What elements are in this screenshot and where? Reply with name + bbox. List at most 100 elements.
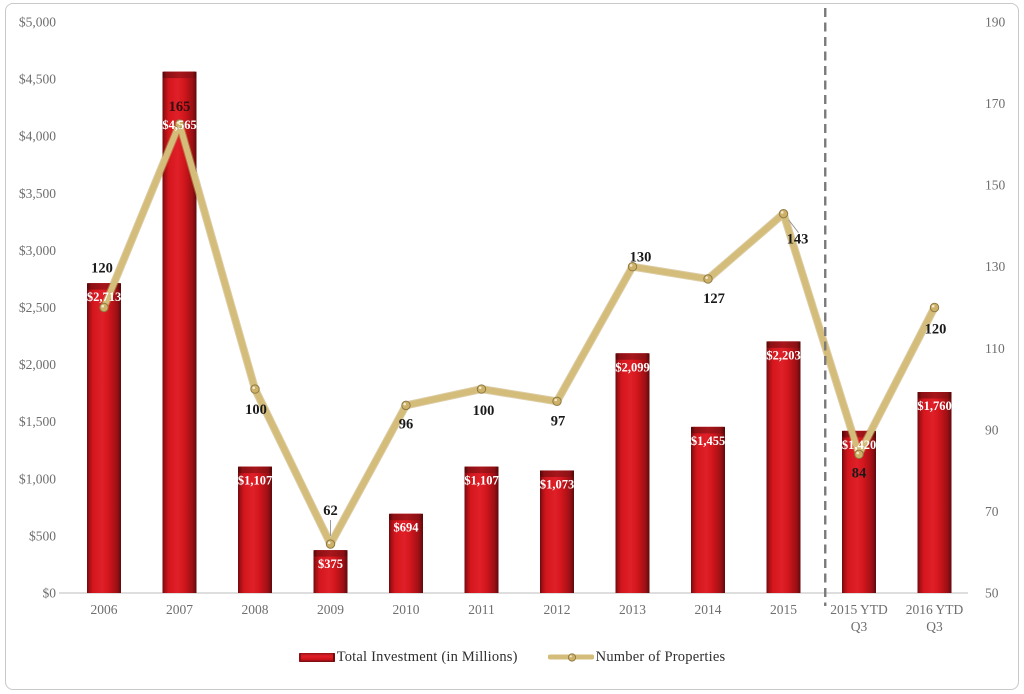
line-marker-highlight [931, 304, 935, 308]
label-leader-line [788, 219, 799, 233]
right-axis-tick-label: 150 [985, 178, 1006, 193]
bar-value-label: $4,565 [162, 118, 196, 132]
left-axis-tick-label: $2,000 [19, 357, 56, 372]
right-axis-tick-label: 70 [985, 504, 999, 519]
point-value-label: 96 [399, 416, 414, 432]
point-value-label: 120 [91, 261, 113, 277]
point-value-label: 120 [925, 322, 947, 338]
left-axis-tick-label: $0 [43, 586, 57, 601]
left-axis-tick-label: $4,500 [19, 72, 56, 87]
bar-cap [766, 341, 801, 348]
bar-cap [917, 392, 952, 399]
point-value-label: 62 [323, 503, 338, 519]
line-marker-2010 [401, 400, 411, 411]
left-axis-tick-label: $1,000 [19, 471, 56, 486]
line-marker-highlight [554, 398, 557, 402]
legend-item-total-investment: Total Investment (in Millions) [298, 648, 518, 666]
chart-legend: Total Investment (in Millions) Number of… [0, 645, 1024, 669]
line-marker-highlight [252, 386, 255, 390]
bar-value-label: $2,713 [87, 290, 121, 304]
right-axis-tick-label: 90 [985, 422, 999, 437]
right-axis-tick-label: 110 [985, 341, 1005, 356]
bar-series-layer [87, 71, 952, 593]
point-value-label: 100 [245, 402, 267, 418]
bar-cap [540, 470, 574, 477]
line-marker-2016 YTD [929, 302, 940, 313]
left-axis-tick-label: $3,500 [19, 186, 56, 201]
line-series-layer [99, 119, 940, 549]
properties-line-shadow [100, 119, 939, 549]
point-value-label: 130 [630, 250, 652, 266]
right-axis-tick-label: 50 [985, 586, 999, 601]
line-marker-highlight [403, 402, 407, 406]
left-axis-tick-label: $2,500 [19, 300, 56, 315]
left-axis-tick-label: $1,500 [19, 414, 56, 429]
bar-2010 [389, 513, 423, 593]
category-label: 2009 [317, 602, 344, 617]
left-axis-tick-label: $4,000 [19, 129, 56, 144]
category-label: 2013 [619, 602, 646, 617]
bar-value-label: $1,455 [691, 434, 725, 448]
bar-value-label: $2,203 [766, 348, 800, 362]
point-value-label: 165 [169, 99, 191, 115]
bar-cap [162, 71, 197, 79]
line-marker-highlight [856, 451, 859, 455]
line-marker-2009 [325, 539, 336, 549]
left-axis-tick-label: $500 [29, 528, 56, 543]
line-marker-highlight [629, 264, 633, 267]
bar-value-label: $2,099 [615, 360, 649, 374]
line-marker-highlight [327, 541, 331, 545]
data-labels-layer: $2,713 $4,565 $1,107 $375 $694 $1,107 $1,073 $2… [87, 99, 952, 571]
bar-2012 [540, 470, 574, 593]
left-axis-tick-label: $5,000 [19, 15, 56, 30]
bar-cap [313, 550, 348, 557]
category-label: 2015 YTD [830, 602, 888, 617]
bar-value-label: $375 [318, 557, 343, 571]
category-label: 2011 [468, 602, 495, 617]
right-axis-tick-label: 190 [985, 15, 1006, 30]
category-label: 2006 [91, 602, 118, 617]
bar-2006 [87, 283, 121, 593]
axes-layer: $0 $500 $1,000 $1,500 $2,000 $2,500 $3,000 $3,5… [19, 15, 1006, 635]
line-marker-highlight [176, 121, 180, 124]
bar-2011 [464, 466, 499, 593]
bar-cap [464, 466, 499, 474]
line-marker-2014 [703, 274, 713, 284]
point-value-label: 100 [473, 403, 495, 419]
legend-item-number-of-properties: Number of Properties [547, 648, 726, 666]
bar-cap [691, 426, 725, 434]
right-axis-tick-label: 130 [985, 259, 1006, 274]
bar-2008 [238, 466, 272, 593]
bar-value-label: $694 [394, 521, 420, 535]
bar-2009 [313, 550, 348, 593]
bar-value-label: $1,420 [842, 438, 876, 452]
line-marker-2012 [552, 396, 562, 407]
legend-label-number-of-properties: Number of Properties [595, 648, 726, 665]
left-axis-tick-label: $3,000 [19, 243, 56, 258]
bar-2015 [766, 341, 801, 593]
category-label: 2014 [695, 602, 722, 617]
line-series-swatch-icon [547, 653, 594, 662]
right-axis-tick-label: 170 [985, 96, 1006, 111]
bar-series-swatch-icon [298, 652, 335, 662]
point-value-label: 97 [551, 413, 566, 429]
category-label: 2015 [770, 602, 797, 617]
point-value-label: 84 [852, 465, 867, 481]
legend-label-total-investment: Total Investment (in Millions) [336, 648, 518, 665]
line-marker-highlight [780, 211, 784, 214]
bar-2016 YTD [917, 392, 952, 593]
category-label: Q3 [926, 619, 943, 634]
category-label: 2016 YTD [906, 602, 964, 617]
bar-2014 [691, 426, 725, 593]
bar-value-label: $1,107 [238, 474, 272, 488]
bar-cap [389, 513, 423, 521]
category-label: Q3 [851, 619, 868, 634]
line-marker-highlight [478, 386, 482, 390]
bar-cap [238, 466, 272, 474]
category-label: 2007 [166, 602, 193, 617]
line-marker-highlight [101, 304, 104, 308]
bar-2013 [615, 353, 650, 593]
bar-cap [615, 353, 650, 360]
point-value-label: 143 [787, 232, 809, 248]
